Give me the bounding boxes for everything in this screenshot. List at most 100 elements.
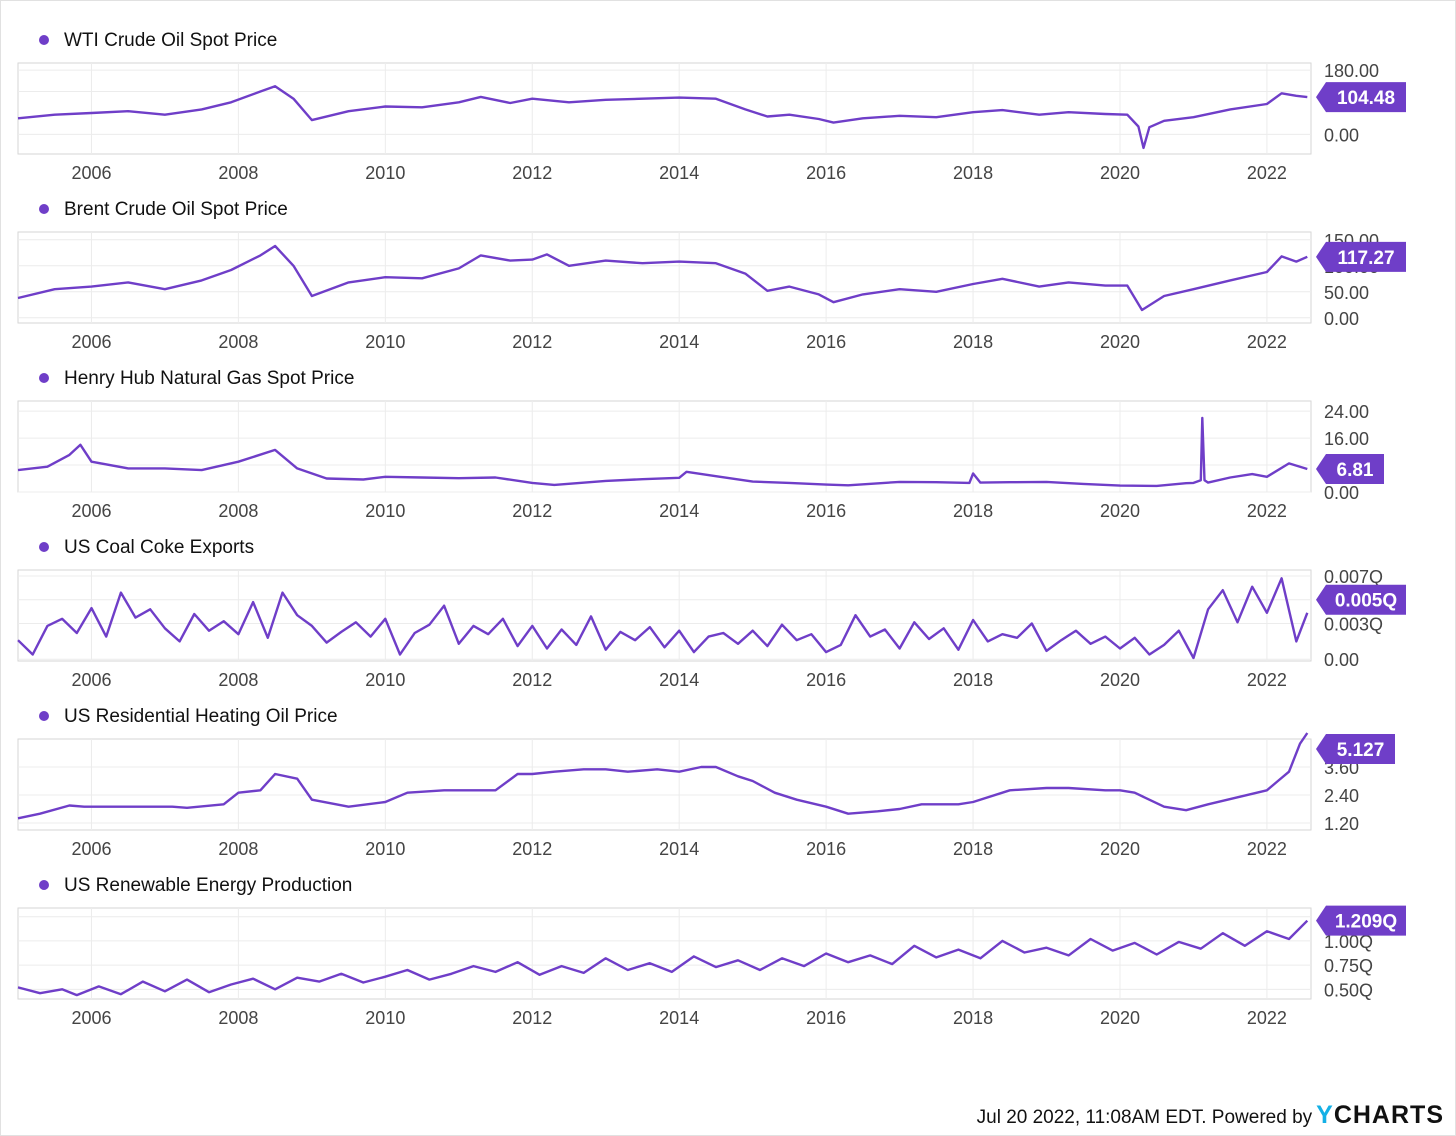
x-tick-label: 2018 — [953, 839, 993, 859]
x-tick-label: 2014 — [659, 839, 699, 859]
plot-area — [17, 569, 1312, 662]
x-tick-label: 2018 — [953, 1008, 993, 1028]
chart-panel: Henry Hub Natural Gas Spot Price 2006 2008… — [17, 368, 1384, 521]
x-tick-label: 2014 — [659, 670, 699, 690]
series-line — [17, 244, 1308, 312]
chart-panel: US Renewable Energy Production 2006 2008 20… — [17, 875, 1406, 1028]
x-tick-label: 2008 — [218, 670, 258, 690]
y-tick-label: 0.007Q — [1324, 567, 1383, 587]
x-tick-label: 2014 — [659, 1008, 699, 1028]
chart-panel: US Residential Heating Oil Price 2006 2008… — [17, 706, 1395, 859]
ycharts-logo-y: Y — [1316, 1101, 1334, 1129]
series-line — [17, 577, 1309, 660]
x-tick-label: 2022 — [1247, 332, 1287, 352]
y-tick-label: 180.00 — [1324, 61, 1379, 81]
x-tick-label: 2012 — [512, 332, 552, 352]
last-value-flag — [1316, 454, 1384, 485]
legend-label[interactable]: US Residential Heating Oil Price — [64, 706, 338, 727]
last-value-label: 1.209Q — [1335, 912, 1397, 933]
x-tick-label: 2018 — [953, 501, 993, 521]
plot-area — [17, 62, 1312, 155]
y-tick-label: 0.75Q — [1324, 956, 1373, 976]
x-tick-label: 2018 — [953, 163, 993, 183]
x-tick-label: 2018 — [953, 332, 993, 352]
x-tick-label: 2020 — [1100, 332, 1140, 352]
y-tick-label: 50.00 — [1324, 283, 1369, 303]
x-tick-label: 2008 — [218, 501, 258, 521]
legend-label[interactable]: US Renewable Energy Production — [64, 875, 352, 896]
legend-marker — [39, 373, 49, 383]
y-tick-label: 0.50Q — [1324, 980, 1373, 1000]
plot-area — [17, 231, 1312, 324]
series-line — [17, 919, 1309, 997]
x-tick-label: 2018 — [953, 670, 993, 690]
legend-marker — [39, 880, 49, 890]
last-value-label: 5.127 — [1337, 740, 1385, 761]
ycharts-logo[interactable]: YCHARTS — [1316, 1101, 1444, 1130]
y-tick-label: 24.00 — [1324, 402, 1369, 422]
x-tick-label: 2010 — [365, 670, 405, 690]
legend-marker — [39, 711, 49, 721]
chart-panel: Brent Crude Oil Spot Price 2006 2008 2010 20… — [17, 199, 1406, 352]
last-value-label: 104.48 — [1337, 88, 1395, 109]
x-tick-label: 2010 — [365, 332, 405, 352]
x-tick-label: 2022 — [1247, 501, 1287, 521]
x-tick-label: 2016 — [806, 1008, 846, 1028]
x-tick-label: 2010 — [365, 163, 405, 183]
last-value-label: 0.005Q — [1335, 591, 1397, 612]
plot-area — [17, 907, 1312, 1000]
x-tick-label: 2010 — [365, 839, 405, 859]
x-tick-label: 2016 — [806, 332, 846, 352]
x-tick-label: 2006 — [71, 501, 111, 521]
ycharts-logo-text: CHARTS — [1333, 1101, 1444, 1129]
y-tick-label: 1.20 — [1324, 814, 1359, 834]
last-value-label: 6.81 — [1337, 460, 1374, 481]
x-tick-label: 2006 — [71, 670, 111, 690]
last-value-flag — [1316, 905, 1406, 936]
y-tick-label: 2.40 — [1324, 786, 1359, 806]
x-tick-label: 2016 — [806, 501, 846, 521]
x-tick-label: 2020 — [1100, 163, 1140, 183]
x-tick-label: 2006 — [71, 332, 111, 352]
x-tick-label: 2016 — [806, 670, 846, 690]
x-tick-label: 2014 — [659, 163, 699, 183]
x-tick-label: 2014 — [659, 501, 699, 521]
x-tick-label: 2016 — [806, 839, 846, 859]
x-tick-label: 2020 — [1100, 839, 1140, 859]
y-tick-label: 16.00 — [1324, 429, 1369, 449]
x-tick-label: 2012 — [512, 501, 552, 521]
series-line — [17, 416, 1308, 488]
legend-label[interactable]: Henry Hub Natural Gas Spot Price — [64, 368, 354, 389]
last-value-flag — [1316, 584, 1406, 615]
y-tick-label: 1.00Q — [1324, 932, 1373, 952]
last-value-label: 117.27 — [1337, 248, 1394, 269]
legend-label[interactable]: Brent Crude Oil Spot Price — [64, 199, 288, 220]
y-tick-label: 0.00 — [1324, 483, 1359, 503]
last-value-flag — [1316, 241, 1406, 272]
x-tick-label: 2014 — [659, 332, 699, 352]
chart-panel: US Coal Coke Exports 2006 2008 2010 2012 2014… — [17, 537, 1406, 690]
x-tick-label: 2020 — [1100, 1008, 1140, 1028]
legend-label[interactable]: US Coal Coke Exports — [64, 537, 254, 558]
x-tick-label: 2020 — [1100, 670, 1140, 690]
x-tick-label: 2012 — [512, 670, 552, 690]
legend-marker — [39, 35, 49, 45]
x-tick-label: 2008 — [218, 163, 258, 183]
x-tick-label: 2008 — [218, 1008, 258, 1028]
legend-marker — [39, 542, 49, 552]
last-value-flag — [1316, 82, 1406, 113]
last-value-flag — [1316, 734, 1395, 764]
y-tick-label: 0.00 — [1324, 125, 1359, 145]
legend-label[interactable]: WTI Crude Oil Spot Price — [64, 30, 277, 51]
x-tick-label: 2006 — [71, 839, 111, 859]
x-tick-label: 2022 — [1247, 670, 1287, 690]
x-tick-label: 2010 — [365, 501, 405, 521]
chart-panel: WTI Crude Oil Spot Price 2006 2008 2010 2012… — [17, 30, 1406, 183]
x-tick-label: 2016 — [806, 163, 846, 183]
series-line — [17, 85, 1308, 150]
x-tick-label: 2012 — [512, 839, 552, 859]
x-tick-label: 2010 — [365, 1008, 405, 1028]
x-tick-label: 2006 — [71, 1008, 111, 1028]
x-tick-label: 2020 — [1100, 501, 1140, 521]
